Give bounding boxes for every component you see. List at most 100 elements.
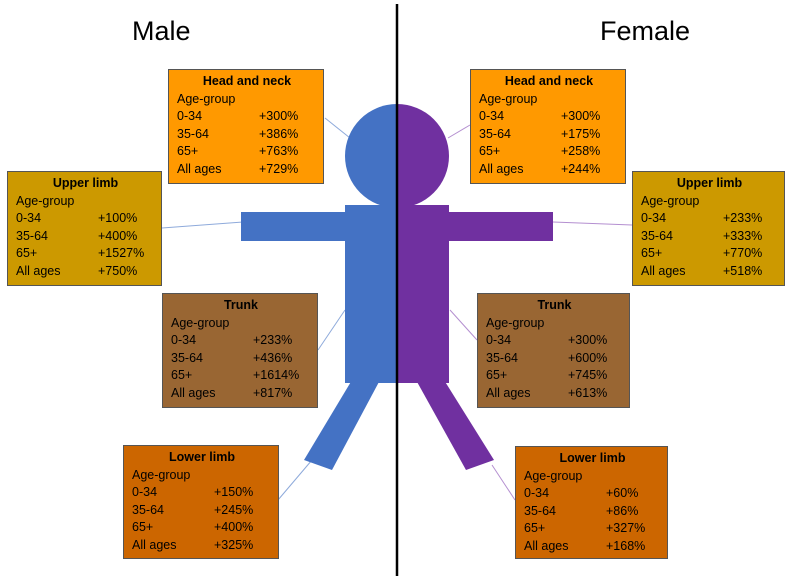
age-group-label: 0-34 [16,211,42,225]
data-row: All ages +518% [641,263,778,281]
percent-change-value: +745% [568,368,608,382]
age-group-label: 65+ [641,246,663,260]
age-group-label: 65+ [16,246,38,260]
age-group-label: All ages [486,385,531,400]
box-title: Lower limb [559,451,626,465]
percent-change-value: +600% [568,350,608,365]
box-title: Upper limb [52,176,119,190]
data-row: 0-34 +233% [171,332,311,350]
data-row: All ages +613% [486,385,623,403]
box-subtitle: Age-group [524,468,583,483]
percent-change-value: +518% [723,263,763,278]
data-row: All ages +244% [479,161,619,179]
age-group-label: 0-34 [177,109,203,123]
data-row: 65+ +400% [132,519,272,537]
male-torso [345,205,397,383]
age-group-label: All ages [524,538,569,553]
data-row: 0-34 +300% [177,108,317,126]
female-trunk-box: Trunk Age-group 0-34 +300% 35-64 +600% 65+… [477,293,630,408]
percent-change-value: +613% [568,385,608,400]
age-group-label: 65+ [177,144,199,158]
age-group-label: 35-64 [641,228,673,243]
female-head [397,104,449,208]
box-title: Trunk [537,298,572,312]
male-hip [360,375,397,383]
percent-change-value: +300% [568,333,608,347]
percent-change-value: +770% [723,246,763,260]
percent-change-value: +86% [606,503,639,518]
data-row: All ages +750% [16,263,155,281]
male-head-neck-box: Head and neck Age-group 0-34 +300% 35-64 +… [168,69,324,184]
data-row: 35-64 +245% [132,502,272,520]
box-subtitle: Age-group [641,193,700,208]
box-title: Head and neck [504,74,594,88]
age-group-label: 35-64 [171,350,203,365]
percent-change-value: +1527% [98,246,145,260]
data-row: 65+ +1527% [16,245,155,263]
age-group-label: 0-34 [486,333,512,347]
connector-female-lower-limb [491,464,516,501]
connector-female-head [447,124,471,139]
percent-change-value: +60% [606,486,639,500]
data-row: 35-64 +400% [16,228,155,246]
percent-change-value: +150% [214,485,254,499]
percent-change-value: +400% [98,228,138,243]
male-lower-limb-box: Lower limb Age-group 0-34 +150% 35-64 +245… [123,445,279,559]
percent-change-value: +244% [561,161,601,176]
box-subtitle: Age-group [177,91,236,106]
age-group-label: 65+ [486,368,508,382]
box-title: Lower limb [169,450,235,464]
data-row: 35-64 +175% [479,126,619,144]
data-row: 65+ +1614% [171,367,311,385]
data-row: 35-64 +386% [177,126,317,144]
data-row: 65+ +763% [177,143,317,161]
data-row: 35-64 +86% [524,503,661,521]
percent-change-value: +175% [561,126,601,141]
data-row: 35-64 +600% [486,350,623,368]
age-group-label: 0-34 [524,486,550,500]
data-row: 65+ +327% [524,520,661,538]
data-row: 35-64 +333% [641,228,778,246]
percent-change-value: +750% [98,263,138,278]
male-upper-limb-box: Upper limb Age-group 0-34 +100% 35-64 +400… [7,171,162,286]
age-group-label: 65+ [524,521,546,535]
age-group-label: 65+ [132,520,154,534]
male-figure [241,104,397,470]
percent-change-value: +400% [214,520,254,534]
percent-change-value: +233% [723,211,763,225]
data-row: 0-34 +150% [132,484,272,502]
female-figure [397,104,553,470]
female-leg [416,380,494,470]
box-title: Trunk [223,298,259,312]
percent-change-value: +325% [214,537,254,552]
data-row: 0-34 +60% [524,485,661,503]
connector-male-lower-limb [277,459,313,501]
male-arm [241,212,351,241]
age-group-label: 0-34 [171,333,197,347]
age-group-label: 65+ [479,144,501,158]
box-subtitle: Age-group [171,315,230,330]
age-group-label: All ages [177,161,222,176]
percent-change-value: +245% [214,502,254,517]
female-hip [397,375,434,383]
age-group-label: All ages [132,537,177,552]
percent-change-value: +1614% [253,368,300,382]
percent-change-value: +817% [253,385,293,400]
female-title: Female [600,16,691,46]
age-group-label: All ages [641,263,686,278]
age-group-label: All ages [171,385,216,400]
percent-change-value: +233% [253,333,293,347]
age-group-label: All ages [16,263,61,278]
connector-female-trunk [449,309,478,341]
data-row: 0-34 +100% [16,210,155,228]
box-subtitle: Age-group [132,467,191,482]
female-upper-limb-box: Upper limb Age-group 0-34 +233% 35-64 +333… [632,171,785,286]
male-trunk-box: Trunk Age-group 0-34 +233% 35-64 +436% 65+… [162,293,318,408]
box-subtitle: Age-group [16,193,75,208]
data-row: All ages +168% [524,538,661,556]
percent-change-value: +168% [606,538,646,553]
age-group-label: All ages [479,161,524,176]
box-title: Head and neck [202,74,292,88]
connector-lines [161,117,633,501]
data-row: 65+ +770% [641,245,778,263]
